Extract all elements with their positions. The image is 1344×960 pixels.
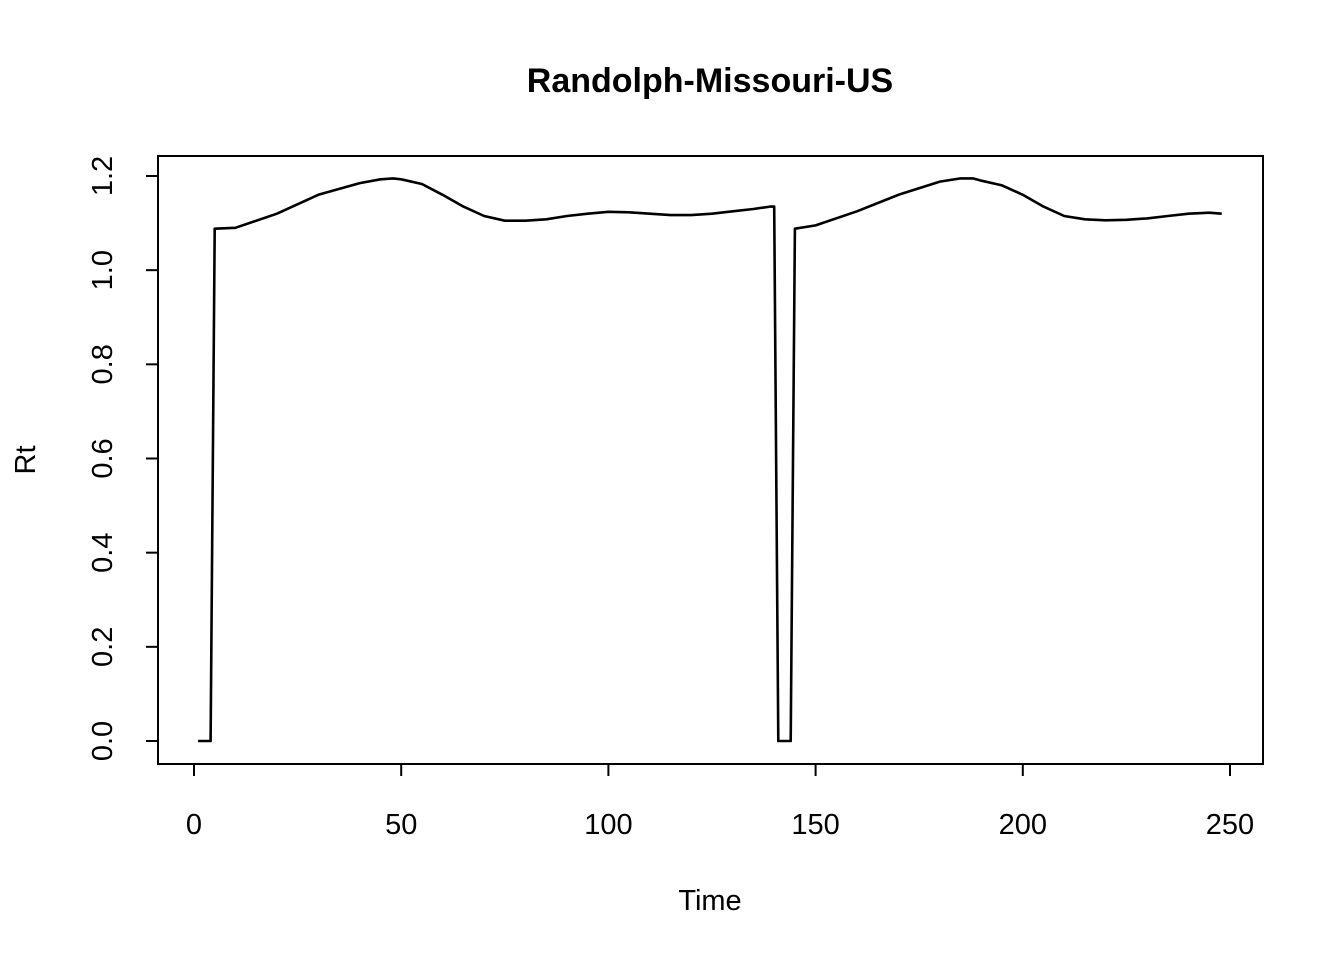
y-tick-label: 0.0 [87,721,119,761]
y-axis: 0.0 0.2 0.4 0.6 0.8 1.0 1.2 [87,156,159,761]
y-tick-label: 0.8 [87,344,119,384]
x-tick-label: 250 [1206,809,1254,841]
y-tick-label: 0.6 [87,438,119,478]
y-tick-label: 0.2 [87,627,119,667]
x-axis: 0 50 100 150 200 250 [186,763,1254,841]
x-tick-label: 150 [791,809,839,841]
y-tick-label: 0.4 [87,533,119,573]
x-tick-label: 50 [385,809,417,841]
x-tick-label: 200 [999,809,1047,841]
series-layer [198,177,1222,743]
y-tick-label: 1.2 [87,156,119,196]
chart-title: Randolph-Missouri-US [527,62,893,100]
y-axis-label: Rt [10,446,42,475]
x-tick-label: 100 [584,809,632,841]
series-line-1 [198,177,1222,743]
y-tick-label: 1.0 [87,250,119,290]
plot-frame [157,155,1264,765]
x-axis-label: Time [678,885,741,917]
x-tick-label: 0 [186,809,202,841]
